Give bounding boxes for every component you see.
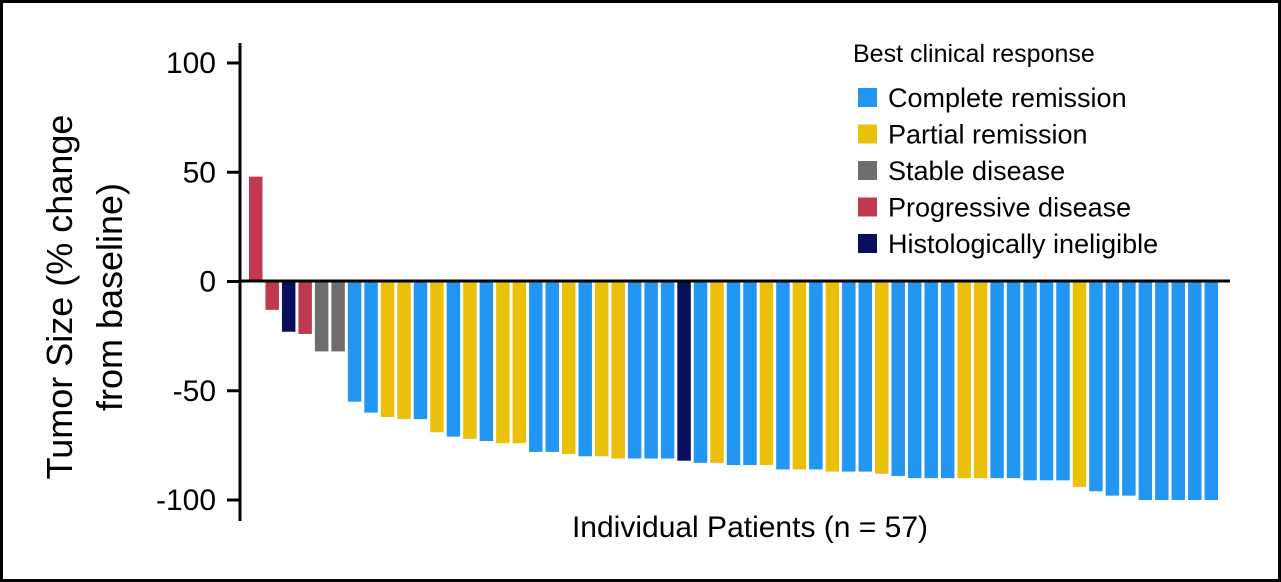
patient-bar	[1155, 281, 1169, 500]
legend-title: Best clinical response	[853, 40, 1095, 68]
y-tick-label: -100	[156, 484, 216, 517]
patient-bar	[792, 281, 807, 470]
patient-bar	[875, 281, 889, 474]
patient-bar	[347, 281, 362, 402]
y-axis: 100 50 0 -50 -100	[156, 43, 242, 521]
patient-bar	[314, 281, 329, 352]
patient-bar	[446, 281, 461, 437]
legend-label: Complete remission	[888, 83, 1127, 113]
legend-label: Progressive disease	[888, 193, 1131, 223]
patient-bar	[743, 281, 757, 466]
legend-swatch	[858, 124, 877, 144]
patient-bar	[380, 281, 395, 417]
x-axis-title: Individual Patients (n = 57)	[572, 511, 928, 544]
patient-bar	[759, 281, 774, 466]
patient-bar	[842, 281, 856, 472]
patient-bar	[644, 281, 658, 459]
patient-bar	[1122, 281, 1136, 496]
patient-bar	[1171, 281, 1186, 500]
patient-bar	[858, 281, 873, 472]
patient-bar	[496, 281, 510, 444]
patient-bar	[1006, 281, 1021, 479]
patient-bar	[990, 281, 1004, 479]
patient-bar	[907, 281, 922, 479]
legend-label: Stable disease	[888, 156, 1065, 186]
bars-group	[249, 176, 1218, 500]
patient-bar	[710, 281, 724, 463]
legend-swatch	[858, 234, 877, 253]
y-tick-label: 100	[166, 47, 216, 80]
patient-bar	[677, 281, 691, 461]
patient-bar	[529, 281, 543, 452]
patient-bar	[1039, 281, 1054, 481]
patient-bar	[973, 281, 988, 479]
patient-bar	[430, 281, 444, 433]
patient-bar	[627, 281, 642, 459]
patient-bar	[331, 281, 345, 352]
patient-bar	[397, 281, 411, 420]
legend: Best clinical response Complete remissio…	[853, 40, 1158, 259]
patient-bar	[940, 281, 955, 479]
patient-bar	[298, 281, 312, 334]
patient-bar	[726, 281, 741, 466]
patient-bar	[809, 281, 823, 470]
patient-bar	[957, 281, 971, 479]
patient-bar	[364, 281, 378, 413]
patient-bar	[1023, 281, 1037, 481]
legend-swatch	[858, 197, 877, 217]
patient-bar	[1138, 281, 1153, 500]
y-tick-label: 50	[183, 156, 216, 189]
patient-bar	[413, 281, 428, 420]
patient-bar	[562, 281, 576, 455]
patient-bar	[281, 281, 296, 332]
patient-bar	[594, 281, 609, 457]
patient-bar	[578, 281, 592, 457]
legend-swatch	[858, 161, 877, 180]
patient-bar	[1188, 281, 1202, 500]
patient-bar	[825, 281, 840, 472]
patient-bar	[463, 281, 477, 439]
patient-bar	[1105, 281, 1120, 496]
patient-bar	[512, 281, 527, 444]
patient-bar	[891, 281, 905, 476]
y-tick-label: 0	[199, 266, 216, 299]
patient-bar	[924, 281, 938, 479]
patient-bar	[611, 281, 625, 459]
patient-bar	[265, 281, 279, 310]
patient-bar	[693, 281, 708, 463]
y-tick-label: -50	[173, 375, 216, 408]
patient-bar	[1072, 281, 1087, 487]
legend-label: Histologically ineligible	[888, 229, 1158, 259]
y-axis-title-line-2: from baseline)	[89, 183, 130, 411]
patient-bar	[545, 281, 560, 452]
patient-bar	[776, 281, 790, 470]
patient-bar	[1089, 281, 1103, 492]
patient-bar	[479, 281, 494, 441]
patient-bar	[249, 176, 263, 282]
y-axis-title-line-1: Tumor Size (% change	[39, 115, 80, 480]
legend-swatch	[858, 88, 877, 107]
patient-bar	[1204, 281, 1218, 500]
patient-bar	[660, 281, 675, 459]
legend-label: Partial remission	[888, 120, 1088, 150]
patient-bar	[1056, 281, 1070, 481]
y-axis-title: Tumor Size (% change from baseline)	[39, 115, 130, 480]
